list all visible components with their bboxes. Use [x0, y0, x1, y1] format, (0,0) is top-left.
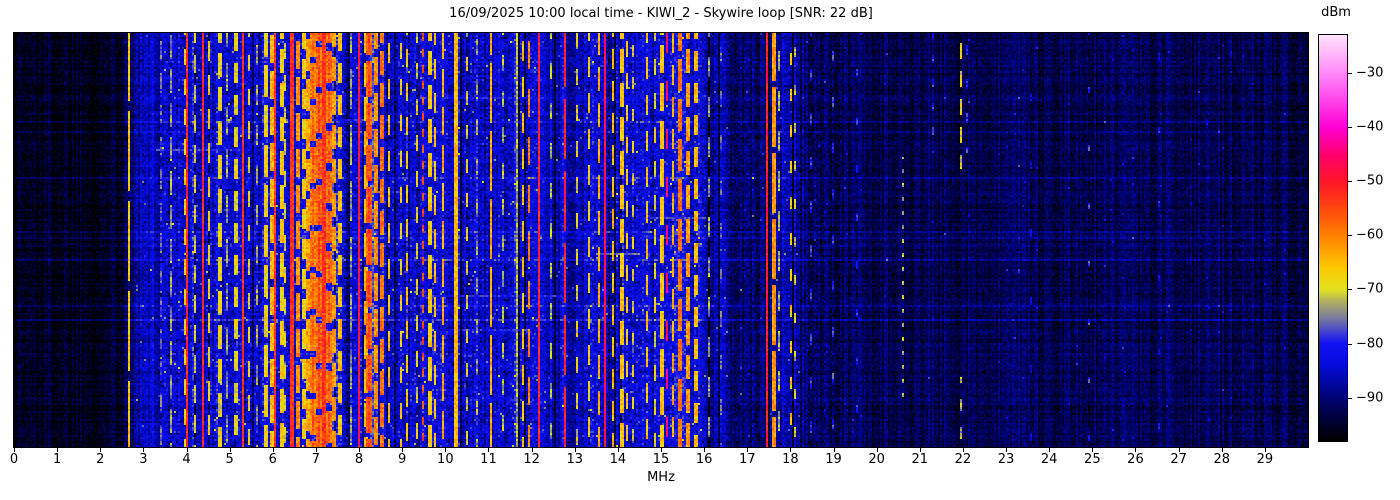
x-tick-label: 16	[695, 452, 713, 467]
x-tick-label: 5	[225, 452, 234, 467]
x-tick-mark	[876, 448, 878, 452]
x-tick-mark	[661, 448, 662, 452]
x-tick-mark	[229, 448, 231, 452]
x-tick-mark	[1092, 448, 1094, 452]
x-tick-mark	[100, 448, 102, 452]
x-tick-label: 14	[609, 452, 627, 467]
x-tick-mark	[1178, 448, 1180, 452]
x-tick-mark	[315, 448, 317, 452]
x-tick-mark	[57, 448, 59, 452]
x-tick-mark	[962, 448, 964, 452]
x-tick-label: 7	[311, 452, 321, 467]
x-tick-mark	[617, 448, 619, 452]
x-tick-label: 18	[782, 452, 799, 467]
x-tick-mark	[1006, 448, 1008, 452]
x-tick-mark	[574, 448, 576, 452]
x-tick-label: 15	[652, 452, 670, 467]
x-tick-label: 22	[954, 452, 972, 467]
x-tick-mark	[790, 448, 792, 452]
x-tick-mark	[445, 448, 447, 452]
x-tick-label: 0	[9, 452, 19, 467]
x-tick-label: 27	[1170, 452, 1187, 467]
colorbar-tick-label: −70	[1356, 281, 1384, 297]
x-axis-label: MHz	[647, 470, 675, 485]
x-tick-label: 20	[868, 452, 885, 467]
waterfall-heatmap	[13, 32, 1309, 448]
colorbar-tick-mark	[1348, 397, 1352, 399]
x-tick-mark	[359, 448, 361, 452]
x-tick-label: 26	[1127, 452, 1144, 467]
colorbar-tick-label: −90	[1356, 390, 1384, 406]
colorbar-tick-label: −60	[1356, 227, 1384, 243]
x-tick-label: 4	[182, 452, 191, 467]
x-tick-mark	[186, 448, 188, 452]
x-tick-label: 10	[437, 452, 454, 467]
x-tick-mark	[488, 448, 490, 452]
x-tick-label: 19	[825, 452, 842, 467]
x-tick-mark	[143, 448, 145, 452]
x-tick-mark	[919, 448, 921, 452]
colorbar-tick-mark	[1348, 289, 1352, 291]
x-tick-mark	[272, 448, 274, 452]
x-tick-mark	[531, 448, 533, 452]
x-tick-label: 17	[738, 452, 756, 467]
x-tick-label: 9	[398, 452, 407, 467]
colorbar-tick-label: −40	[1356, 119, 1384, 135]
colorbar-unit-label: dBm	[1321, 5, 1351, 20]
x-tick-label: 8	[354, 452, 364, 467]
colorbar-tick-mark	[1348, 181, 1352, 183]
colorbar-tick-label: −50	[1356, 173, 1384, 189]
colorbar-tick-mark	[1348, 235, 1352, 237]
x-tick-label: 6	[268, 452, 277, 467]
x-tick-mark	[747, 448, 749, 452]
x-tick-mark	[1221, 448, 1223, 452]
x-tick-mark	[14, 448, 15, 452]
x-tick-label: 13	[566, 452, 583, 467]
x-tick-mark	[704, 448, 706, 452]
x-tick-mark	[1135, 448, 1137, 452]
x-tick-mark	[402, 448, 404, 452]
x-tick-label: 25	[1084, 452, 1101, 467]
colorbar-tick-mark	[1348, 127, 1352, 129]
colorbar-tick-label: −80	[1356, 336, 1384, 352]
colorbar-tick-label: −30	[1356, 65, 1384, 81]
x-tick-label: 29	[1256, 452, 1274, 467]
colorbar	[1318, 34, 1348, 442]
x-tick-label: 21	[911, 452, 929, 467]
x-tick-label: 11	[480, 452, 497, 467]
x-tick-label: 23	[997, 452, 1015, 467]
colorbar-tick-mark	[1348, 343, 1352, 345]
x-tick-label: 3	[139, 452, 148, 467]
colorbar-tick-mark	[1348, 72, 1352, 74]
x-tick-label: 12	[523, 452, 540, 467]
x-tick-label: 2	[96, 452, 105, 467]
plot-title: 16/09/2025 10:00 local time - KIWI_2 - S…	[449, 6, 873, 21]
x-tick-label: 28	[1213, 452, 1230, 467]
x-tick-label: 24	[1040, 452, 1058, 467]
x-tick-mark	[833, 448, 835, 452]
x-tick-label: 1	[52, 452, 62, 467]
x-tick-mark	[1264, 448, 1266, 452]
x-tick-mark	[1049, 448, 1051, 452]
